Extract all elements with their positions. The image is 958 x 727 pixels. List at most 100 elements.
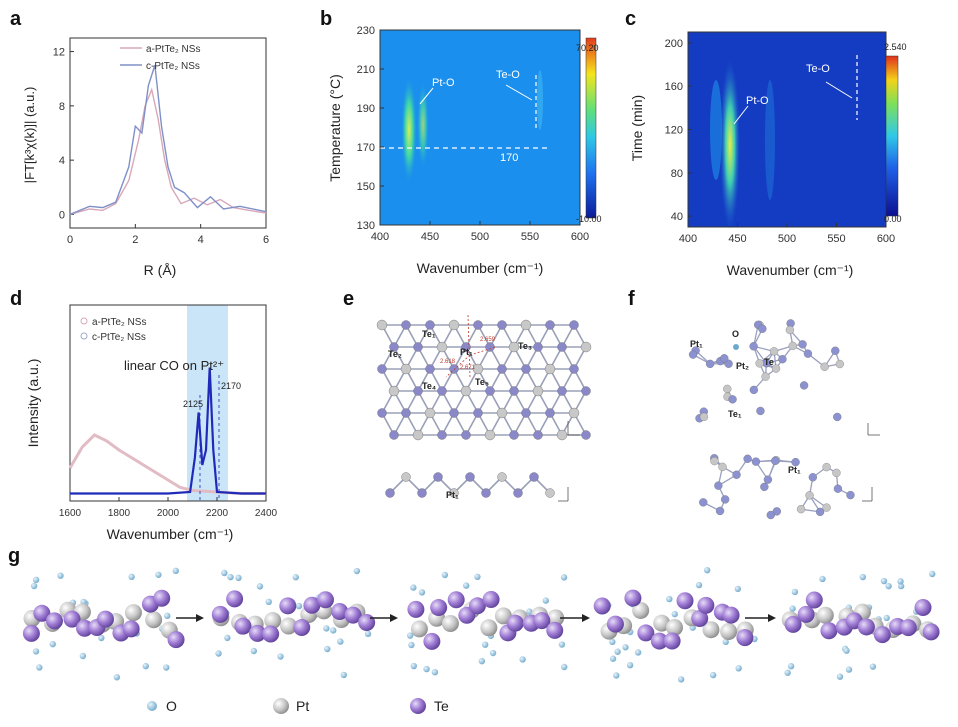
x-tick-label: 2 bbox=[132, 234, 138, 246]
o-atom bbox=[337, 638, 344, 645]
panel-b-colorbar bbox=[585, 37, 597, 219]
te-atom bbox=[167, 631, 185, 649]
pt-atom bbox=[412, 429, 424, 441]
y-tick-label: 190 bbox=[357, 103, 375, 115]
te-atom bbox=[772, 507, 781, 516]
o-atom bbox=[142, 662, 149, 670]
te-atom bbox=[732, 470, 741, 479]
o-atom bbox=[880, 577, 888, 585]
panel-c-teo-arrow bbox=[825, 81, 853, 99]
o-atom bbox=[163, 664, 170, 671]
te-atom bbox=[485, 386, 495, 396]
y-tick-label: 210 bbox=[357, 64, 375, 76]
pt-atom bbox=[769, 347, 779, 356]
te-atom bbox=[914, 598, 932, 616]
te-atom bbox=[831, 346, 840, 355]
o-atom bbox=[885, 582, 892, 590]
o-atom bbox=[614, 648, 621, 655]
te-atom bbox=[873, 626, 891, 644]
te-atom bbox=[423, 632, 441, 650]
o-atom bbox=[474, 573, 481, 581]
x-tick-label: 400 bbox=[679, 233, 697, 245]
panel-label-d: d bbox=[10, 288, 23, 310]
o-atom bbox=[406, 632, 414, 639]
o-atom bbox=[703, 566, 711, 574]
te-atom bbox=[805, 591, 823, 609]
te-atom bbox=[699, 498, 708, 507]
te-atom bbox=[606, 615, 624, 633]
te-atom bbox=[624, 589, 642, 607]
te-atom bbox=[546, 621, 564, 639]
y-tick-label: 170 bbox=[357, 142, 375, 154]
te-atom bbox=[389, 430, 399, 440]
x-tick-label: 500 bbox=[471, 231, 489, 243]
te-atom bbox=[425, 364, 435, 374]
te-atom bbox=[791, 458, 800, 467]
o-atom bbox=[542, 597, 549, 604]
pt-atom bbox=[545, 488, 555, 498]
te-atom bbox=[33, 604, 51, 622]
panel-b-ann-170: 170 bbox=[500, 152, 518, 164]
o-atom bbox=[462, 582, 470, 589]
te-atom bbox=[316, 591, 334, 609]
o-atom bbox=[677, 676, 685, 683]
panel-g-frames bbox=[22, 566, 940, 683]
x-tick-label: 600 bbox=[571, 231, 589, 243]
pt-atom bbox=[401, 472, 411, 482]
panel-d-chart: 1600 1800 2000 2200 2400 a-PtTe₂ NSs c-PtTe₂… bbox=[25, 304, 278, 542]
y-tick-label: 160 bbox=[665, 81, 683, 93]
o-atom bbox=[519, 656, 526, 663]
o-atom bbox=[843, 647, 850, 654]
panel-f-network bbox=[688, 319, 855, 520]
te-atom bbox=[45, 612, 63, 630]
te-atom bbox=[63, 610, 81, 628]
o-atom bbox=[215, 650, 222, 657]
te-atom bbox=[96, 610, 114, 628]
te-atom bbox=[760, 482, 769, 492]
pt-atom bbox=[822, 503, 831, 512]
te-atom bbox=[153, 589, 171, 607]
y-tick-label: 4 bbox=[59, 155, 65, 167]
o-atom bbox=[98, 634, 105, 642]
te-atom bbox=[771, 456, 780, 465]
te-atom bbox=[676, 592, 694, 610]
panel-label-g: g bbox=[8, 545, 21, 567]
y-tick-label: 200 bbox=[665, 38, 683, 50]
x-tick-label: 500 bbox=[778, 233, 796, 245]
snapshot-frame-4 bbox=[593, 566, 758, 683]
o-atom bbox=[671, 610, 678, 618]
o-atom bbox=[481, 641, 489, 648]
panel-c-ann-teo: Te-O bbox=[806, 63, 830, 75]
o-atom bbox=[32, 648, 40, 655]
te-atom bbox=[593, 597, 611, 615]
pt-atom bbox=[771, 364, 781, 373]
pt-atom bbox=[448, 319, 460, 331]
panel-f-atom-pt2: Pt₂ bbox=[736, 361, 749, 371]
te-atom bbox=[857, 618, 875, 636]
panel-e-atom-te3: Te₃ bbox=[518, 341, 532, 351]
pt-atom bbox=[653, 614, 671, 632]
panel-a-series-a-ptte2 bbox=[69, 87, 267, 216]
panel-e-atom-te4: Te₄ bbox=[422, 381, 436, 391]
te-atom bbox=[401, 408, 411, 418]
te-atom bbox=[497, 320, 507, 330]
panel-f-structure: Pt₁ O Pt₂ Te Te₁ Pt₁ bbox=[688, 319, 880, 520]
panel-f-atom-o: O bbox=[732, 329, 739, 339]
panel-c-ylabel: Time (min) bbox=[629, 95, 645, 161]
pt-atom bbox=[449, 488, 459, 498]
te-atom bbox=[820, 622, 838, 640]
pt-atom bbox=[710, 456, 719, 466]
o-atom bbox=[626, 661, 634, 669]
te-atom bbox=[581, 386, 591, 396]
o-atom bbox=[113, 674, 121, 681]
o-atom bbox=[36, 664, 43, 671]
o-atom bbox=[330, 627, 337, 634]
o-atom bbox=[340, 671, 348, 679]
panel-d-legend-1: a-PtTe₂ NSs bbox=[92, 317, 146, 328]
te-atom bbox=[899, 619, 917, 637]
panel-b-cbar-min: -10.00 bbox=[576, 214, 602, 224]
o-atom bbox=[897, 582, 905, 590]
panel-c-pto-arrow bbox=[733, 105, 749, 125]
x-tick-label: 400 bbox=[371, 231, 389, 243]
panel-d-peak1-label: 2125 bbox=[183, 399, 203, 409]
